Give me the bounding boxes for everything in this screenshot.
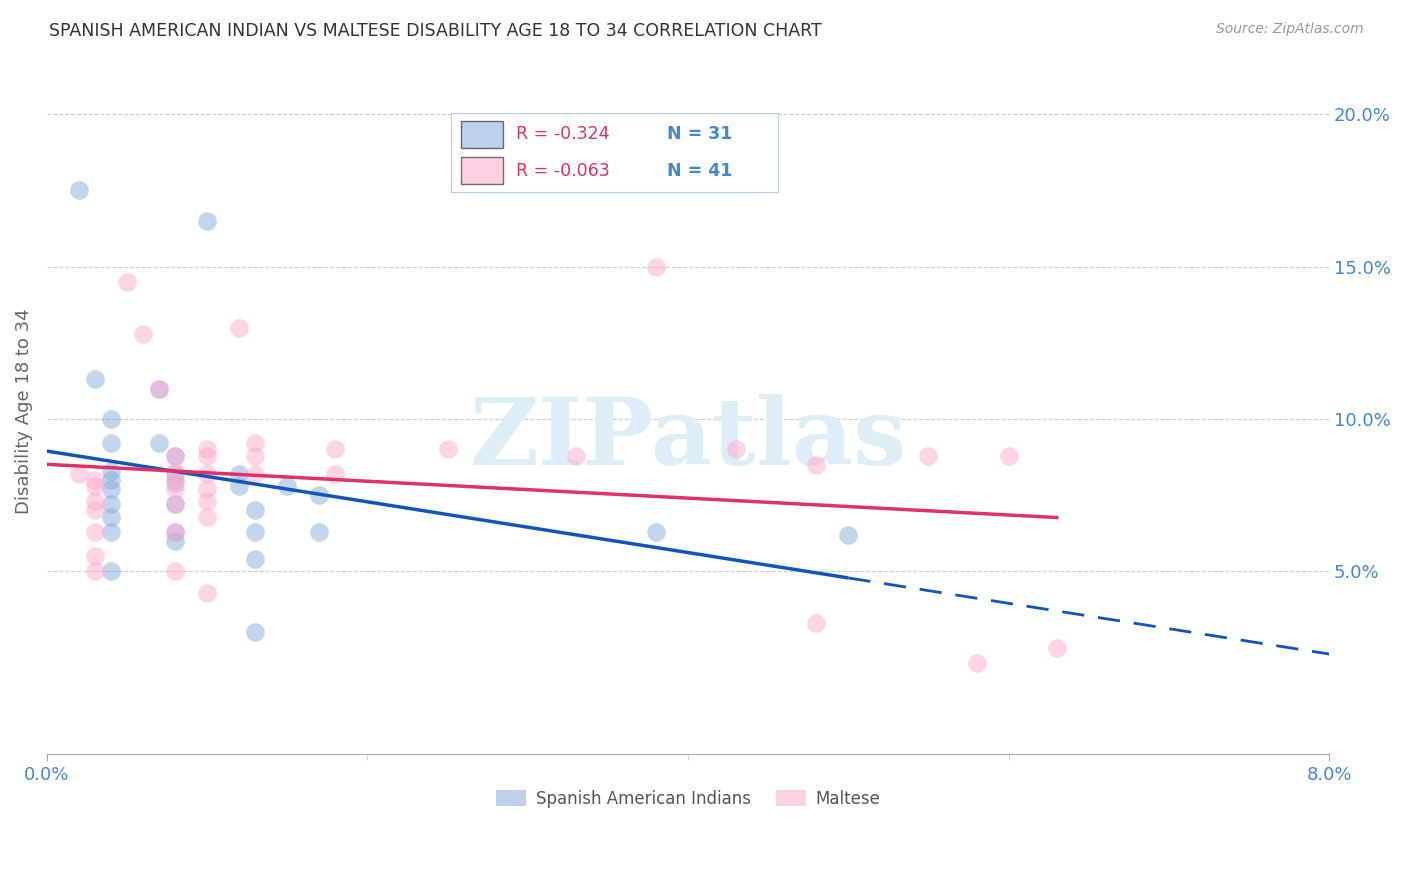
Point [148,382,170,396]
Point [806,458,828,472]
Y-axis label: Disability Age 18 to 34: Disability Age 18 to 34 [15,309,32,514]
Point [115,275,138,289]
Point [100,482,122,496]
Point [67,467,90,481]
Point [195,467,218,481]
Point [308,524,330,539]
Text: ZIPatlas: ZIPatlas [470,393,907,483]
Point [725,442,748,457]
Point [245,625,267,640]
Point [165,497,187,511]
Point [100,464,122,478]
Text: SPANISH AMERICAN INDIAN VS MALTESE DISABILITY AGE 18 TO 34 CORRELATION CHART: SPANISH AMERICAN INDIAN VS MALTESE DISAB… [49,22,823,40]
Point [67,183,90,197]
Point [245,467,267,481]
Point [245,524,267,539]
Point [325,467,347,481]
Point [1046,640,1069,655]
Point [100,436,122,450]
Point [565,449,588,463]
Point [228,320,250,334]
Point [308,488,330,502]
Point [645,524,668,539]
Point [165,524,187,539]
Point [165,533,187,548]
Point [276,479,298,493]
Point [165,449,187,463]
Point [100,497,122,511]
Point [165,464,187,478]
Point [100,524,122,539]
Point [228,479,250,493]
Point [84,565,107,579]
Point [245,436,267,450]
Point [148,436,170,450]
Point [100,565,122,579]
Point [165,482,187,496]
Point [195,442,218,457]
Point [966,656,988,670]
Point [195,585,218,599]
Point [84,372,107,386]
Point [645,260,668,274]
Point [84,479,107,493]
Point [165,473,187,487]
Point [436,442,458,457]
Point [165,449,187,463]
Point [165,524,187,539]
Point [84,473,107,487]
Point [148,382,170,396]
Point [100,473,122,487]
Point [165,497,187,511]
Text: Source: ZipAtlas.com: Source: ZipAtlas.com [1216,22,1364,37]
Point [245,449,267,463]
Point [917,449,939,463]
Point [84,549,107,563]
Point [228,467,250,481]
Point [195,509,218,524]
Point [100,412,122,426]
Point [165,565,187,579]
Point [132,326,155,341]
Point [84,494,107,508]
Point [245,552,267,566]
Point [165,475,187,490]
Point [837,528,859,542]
Point [165,467,187,481]
Point [806,616,828,631]
Point [325,442,347,457]
Point [84,503,107,517]
Point [997,449,1019,463]
Point [245,503,267,517]
Point [195,449,218,463]
Point [195,482,218,496]
Legend: Spanish American Indians, Maltese: Spanish American Indians, Maltese [489,783,887,814]
Point [100,509,122,524]
Point [84,524,107,539]
Point [195,214,218,228]
Point [195,494,218,508]
